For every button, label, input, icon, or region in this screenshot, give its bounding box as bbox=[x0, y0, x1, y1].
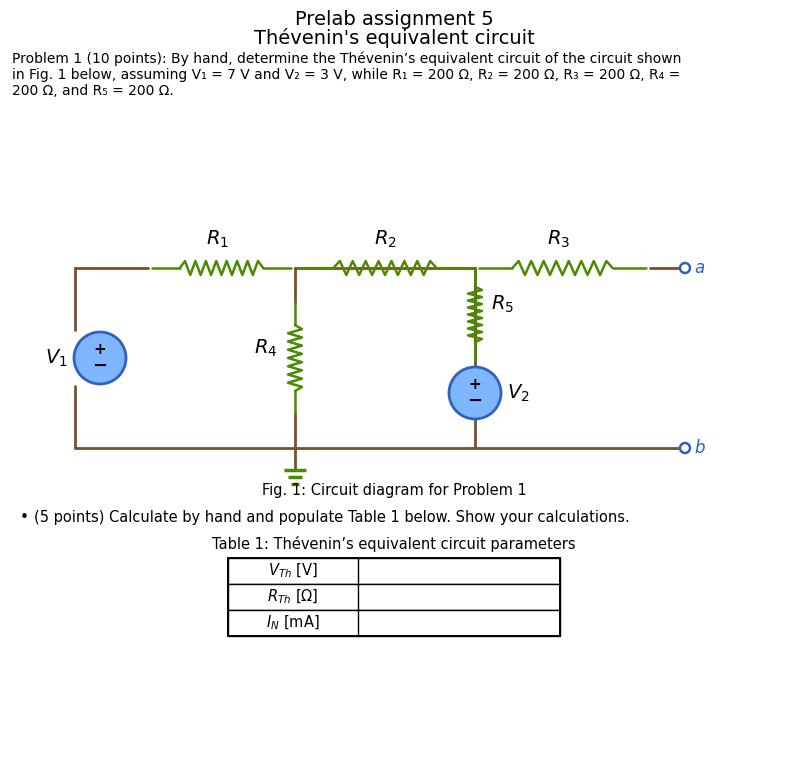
Text: in Fig. 1 below, assuming V₁ = 7 V and V₂ = 3 V, while R₁ = 200 Ω, R₂ = 200 Ω, R: in Fig. 1 below, assuming V₁ = 7 V and V… bbox=[12, 68, 680, 82]
Circle shape bbox=[449, 367, 501, 419]
Text: 200 Ω, and R₅ = 200 Ω.: 200 Ω, and R₅ = 200 Ω. bbox=[12, 84, 173, 98]
FancyBboxPatch shape bbox=[228, 558, 560, 584]
Text: Table 1: Thévenin’s equivalent circuit parameters: Table 1: Thévenin’s equivalent circuit p… bbox=[212, 536, 576, 552]
Text: $V_2$: $V_2$ bbox=[507, 382, 530, 404]
Circle shape bbox=[680, 263, 690, 273]
Text: −: − bbox=[92, 357, 108, 375]
Text: $a$: $a$ bbox=[694, 259, 705, 277]
Text: $R_5$: $R_5$ bbox=[491, 294, 514, 315]
Text: Prelab assignment 5: Prelab assignment 5 bbox=[295, 10, 493, 29]
Text: +: + bbox=[94, 342, 106, 357]
Circle shape bbox=[74, 332, 126, 384]
Text: $R_2$: $R_2$ bbox=[374, 229, 396, 250]
Text: +: + bbox=[469, 377, 481, 392]
FancyBboxPatch shape bbox=[228, 610, 560, 636]
Text: −: − bbox=[467, 393, 482, 410]
Text: $I_N$ [mA]: $I_N$ [mA] bbox=[266, 614, 320, 632]
Text: $R_1$: $R_1$ bbox=[206, 229, 229, 250]
Text: $V_1$: $V_1$ bbox=[45, 347, 68, 368]
Text: Thévenin's equivalent circuit: Thévenin's equivalent circuit bbox=[254, 28, 534, 48]
Text: $b$: $b$ bbox=[694, 439, 706, 457]
Text: Fig. 1: Circuit diagram for Problem 1: Fig. 1: Circuit diagram for Problem 1 bbox=[262, 483, 526, 498]
Text: $V_{Th}$ [V]: $V_{Th}$ [V] bbox=[268, 562, 318, 580]
Text: Problem 1 (10 points): By hand, determine the Thévenin’s equivalent circuit of t: Problem 1 (10 points): By hand, determin… bbox=[12, 52, 682, 67]
Circle shape bbox=[680, 443, 690, 453]
Text: •: • bbox=[20, 510, 29, 525]
Text: $R_{Th}$ [$\Omega$]: $R_{Th}$ [$\Omega$] bbox=[267, 587, 318, 606]
FancyBboxPatch shape bbox=[228, 584, 560, 610]
Text: $R_3$: $R_3$ bbox=[547, 229, 570, 250]
Text: $R_4$: $R_4$ bbox=[254, 337, 277, 359]
Text: (5 points) Calculate by hand and populate Table 1 below. Show your calculations.: (5 points) Calculate by hand and populat… bbox=[34, 510, 630, 525]
